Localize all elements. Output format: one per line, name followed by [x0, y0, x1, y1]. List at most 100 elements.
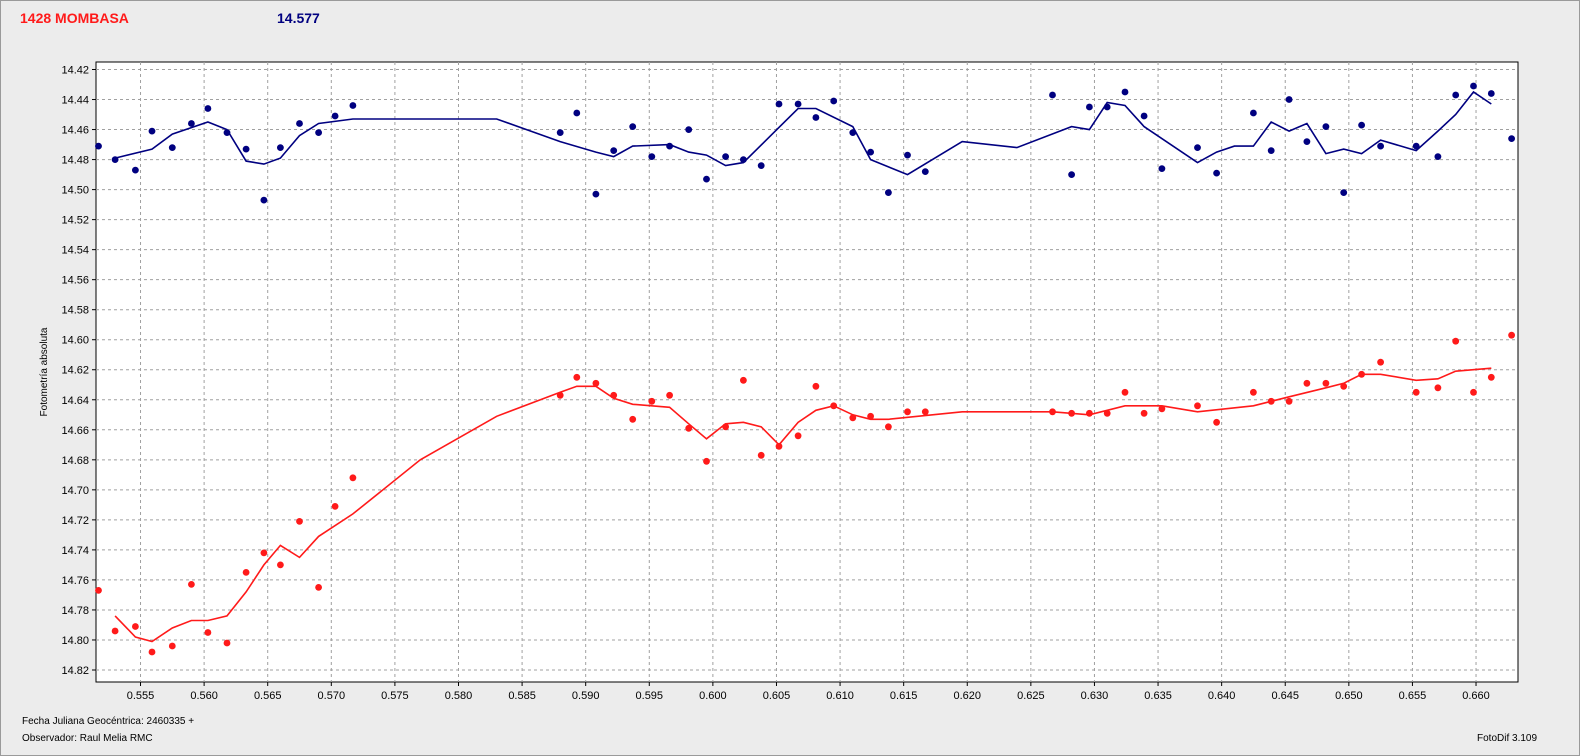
series-1-point	[812, 382, 820, 390]
series-0-point	[1068, 171, 1075, 179]
series-0-point	[757, 162, 765, 170]
series-1-point	[1194, 402, 1201, 410]
series-0-point	[885, 189, 892, 197]
series-0-point	[556, 129, 564, 137]
x-tick-label: 0.590	[572, 690, 600, 702]
series-0-point	[1194, 144, 1201, 152]
series-1-point	[1103, 409, 1111, 417]
y-tick-label: 14.60	[61, 335, 89, 347]
series-1-point	[1140, 409, 1148, 417]
y-tick-label: 14.44	[61, 95, 89, 107]
y-tick-label: 14.46	[61, 125, 89, 137]
series-0-point	[1267, 147, 1275, 155]
x-axis-ticks: 0.555 0.560 0.565 0.570 0.575 0.580 0.585 0.590…	[127, 682, 1490, 702]
series-1-point	[610, 391, 618, 399]
series-1-point	[629, 415, 637, 423]
observer-label: Observador: Raul Melia RMC	[22, 733, 153, 744]
series-0-point	[740, 156, 747, 164]
series-0-point	[1487, 90, 1495, 97]
series-0-point	[1121, 88, 1129, 96]
series-1-point	[1086, 409, 1093, 417]
y-tick-label: 14.48	[61, 155, 89, 167]
x-tick-label: 0.660	[1462, 690, 1490, 702]
y-tick-label: 14.66	[61, 425, 89, 437]
x-tick-label: 0.610	[826, 690, 854, 702]
y-tick-label: 14.72	[61, 515, 89, 527]
series-1-point	[168, 642, 176, 650]
y-tick-label: 14.80	[61, 635, 89, 647]
y-tick-label: 14.42	[61, 65, 89, 77]
x-tick-label: 0.615	[890, 690, 918, 702]
series-0-point	[188, 120, 195, 127]
y-tick-label: 14.76	[61, 575, 89, 587]
series-0-point	[1452, 91, 1460, 99]
series-0-point	[1508, 135, 1515, 143]
series-1-point	[1358, 370, 1365, 378]
y-tick-label: 14.64	[61, 395, 89, 407]
series-0-point	[132, 166, 139, 174]
series-1-point	[242, 569, 250, 576]
series-1-point	[1322, 379, 1330, 387]
y-axis-label: Fotometría absoluta	[39, 327, 50, 416]
series-1-point	[349, 474, 357, 482]
comparison-value: 14.577	[277, 10, 320, 26]
series-0-point	[331, 112, 339, 120]
series-1-point	[148, 648, 156, 656]
series-0-point	[1086, 103, 1093, 111]
x-tick-label: 0.580	[445, 690, 473, 702]
series-0-point	[315, 129, 322, 137]
series-0-point	[830, 97, 838, 105]
series-1-point	[921, 408, 929, 416]
series-1-point	[1250, 388, 1257, 396]
series-0-point	[685, 126, 693, 133]
x-tick-label: 0.650	[1335, 690, 1363, 702]
series-0-point	[812, 114, 820, 121]
x-tick-label: 0.640	[1208, 690, 1236, 702]
x-tick-label: 0.620	[953, 690, 981, 702]
series-0-point	[1470, 82, 1477, 90]
series-0-point	[610, 147, 618, 155]
y-tick-label: 14.74	[61, 545, 89, 557]
series-0-point	[1103, 103, 1111, 111]
series-0-point	[1303, 138, 1311, 146]
y-tick-label: 14.50	[61, 185, 89, 197]
series-0-point	[794, 100, 802, 108]
x-tick-label: 0.645	[1271, 690, 1299, 702]
series-layer	[95, 82, 1515, 656]
series-0-point	[722, 153, 729, 161]
y-tick-label: 14.62	[61, 365, 89, 377]
series-1-point	[867, 412, 874, 420]
series-0-point	[921, 168, 929, 176]
y-tick-label: 14.78	[61, 605, 89, 617]
x-tick-label: 0.605	[763, 690, 791, 702]
plot-area	[95, 61, 1519, 683]
series-1-point	[1049, 408, 1056, 416]
series-0-point	[703, 175, 710, 183]
julian-date-label: Fecha Juliana Geocéntrica: 2460335 +	[22, 716, 195, 727]
series-1-point	[1213, 418, 1220, 426]
series-0-point	[148, 127, 156, 135]
series-1-point	[849, 414, 857, 422]
series-1-point	[592, 379, 600, 387]
series-0-point	[204, 105, 212, 112]
y-tick-label: 14.58	[61, 305, 89, 317]
series-0-point	[349, 102, 357, 109]
series-0-point	[1412, 142, 1420, 150]
series-1-trend-line	[114, 367, 1492, 643]
series-0-point	[1140, 112, 1148, 120]
x-tick-label: 0.595	[636, 690, 664, 702]
series-1-point	[188, 581, 195, 588]
series-1-point	[757, 451, 765, 459]
series-0-point	[1434, 153, 1442, 161]
star-title: 1428 MOMBASA	[20, 10, 129, 26]
series-1-point	[111, 627, 119, 635]
x-tick-label: 0.635	[1144, 690, 1172, 702]
series-1-point	[740, 376, 747, 384]
series-0-point	[1250, 109, 1257, 117]
series-0-point	[111, 156, 119, 164]
series-1-point	[1412, 388, 1420, 396]
software-version: FotoDif 3.109	[1477, 733, 1538, 744]
series-0-point	[867, 148, 874, 156]
x-tick-label: 0.655	[1399, 690, 1427, 702]
series-0-point	[666, 142, 673, 150]
